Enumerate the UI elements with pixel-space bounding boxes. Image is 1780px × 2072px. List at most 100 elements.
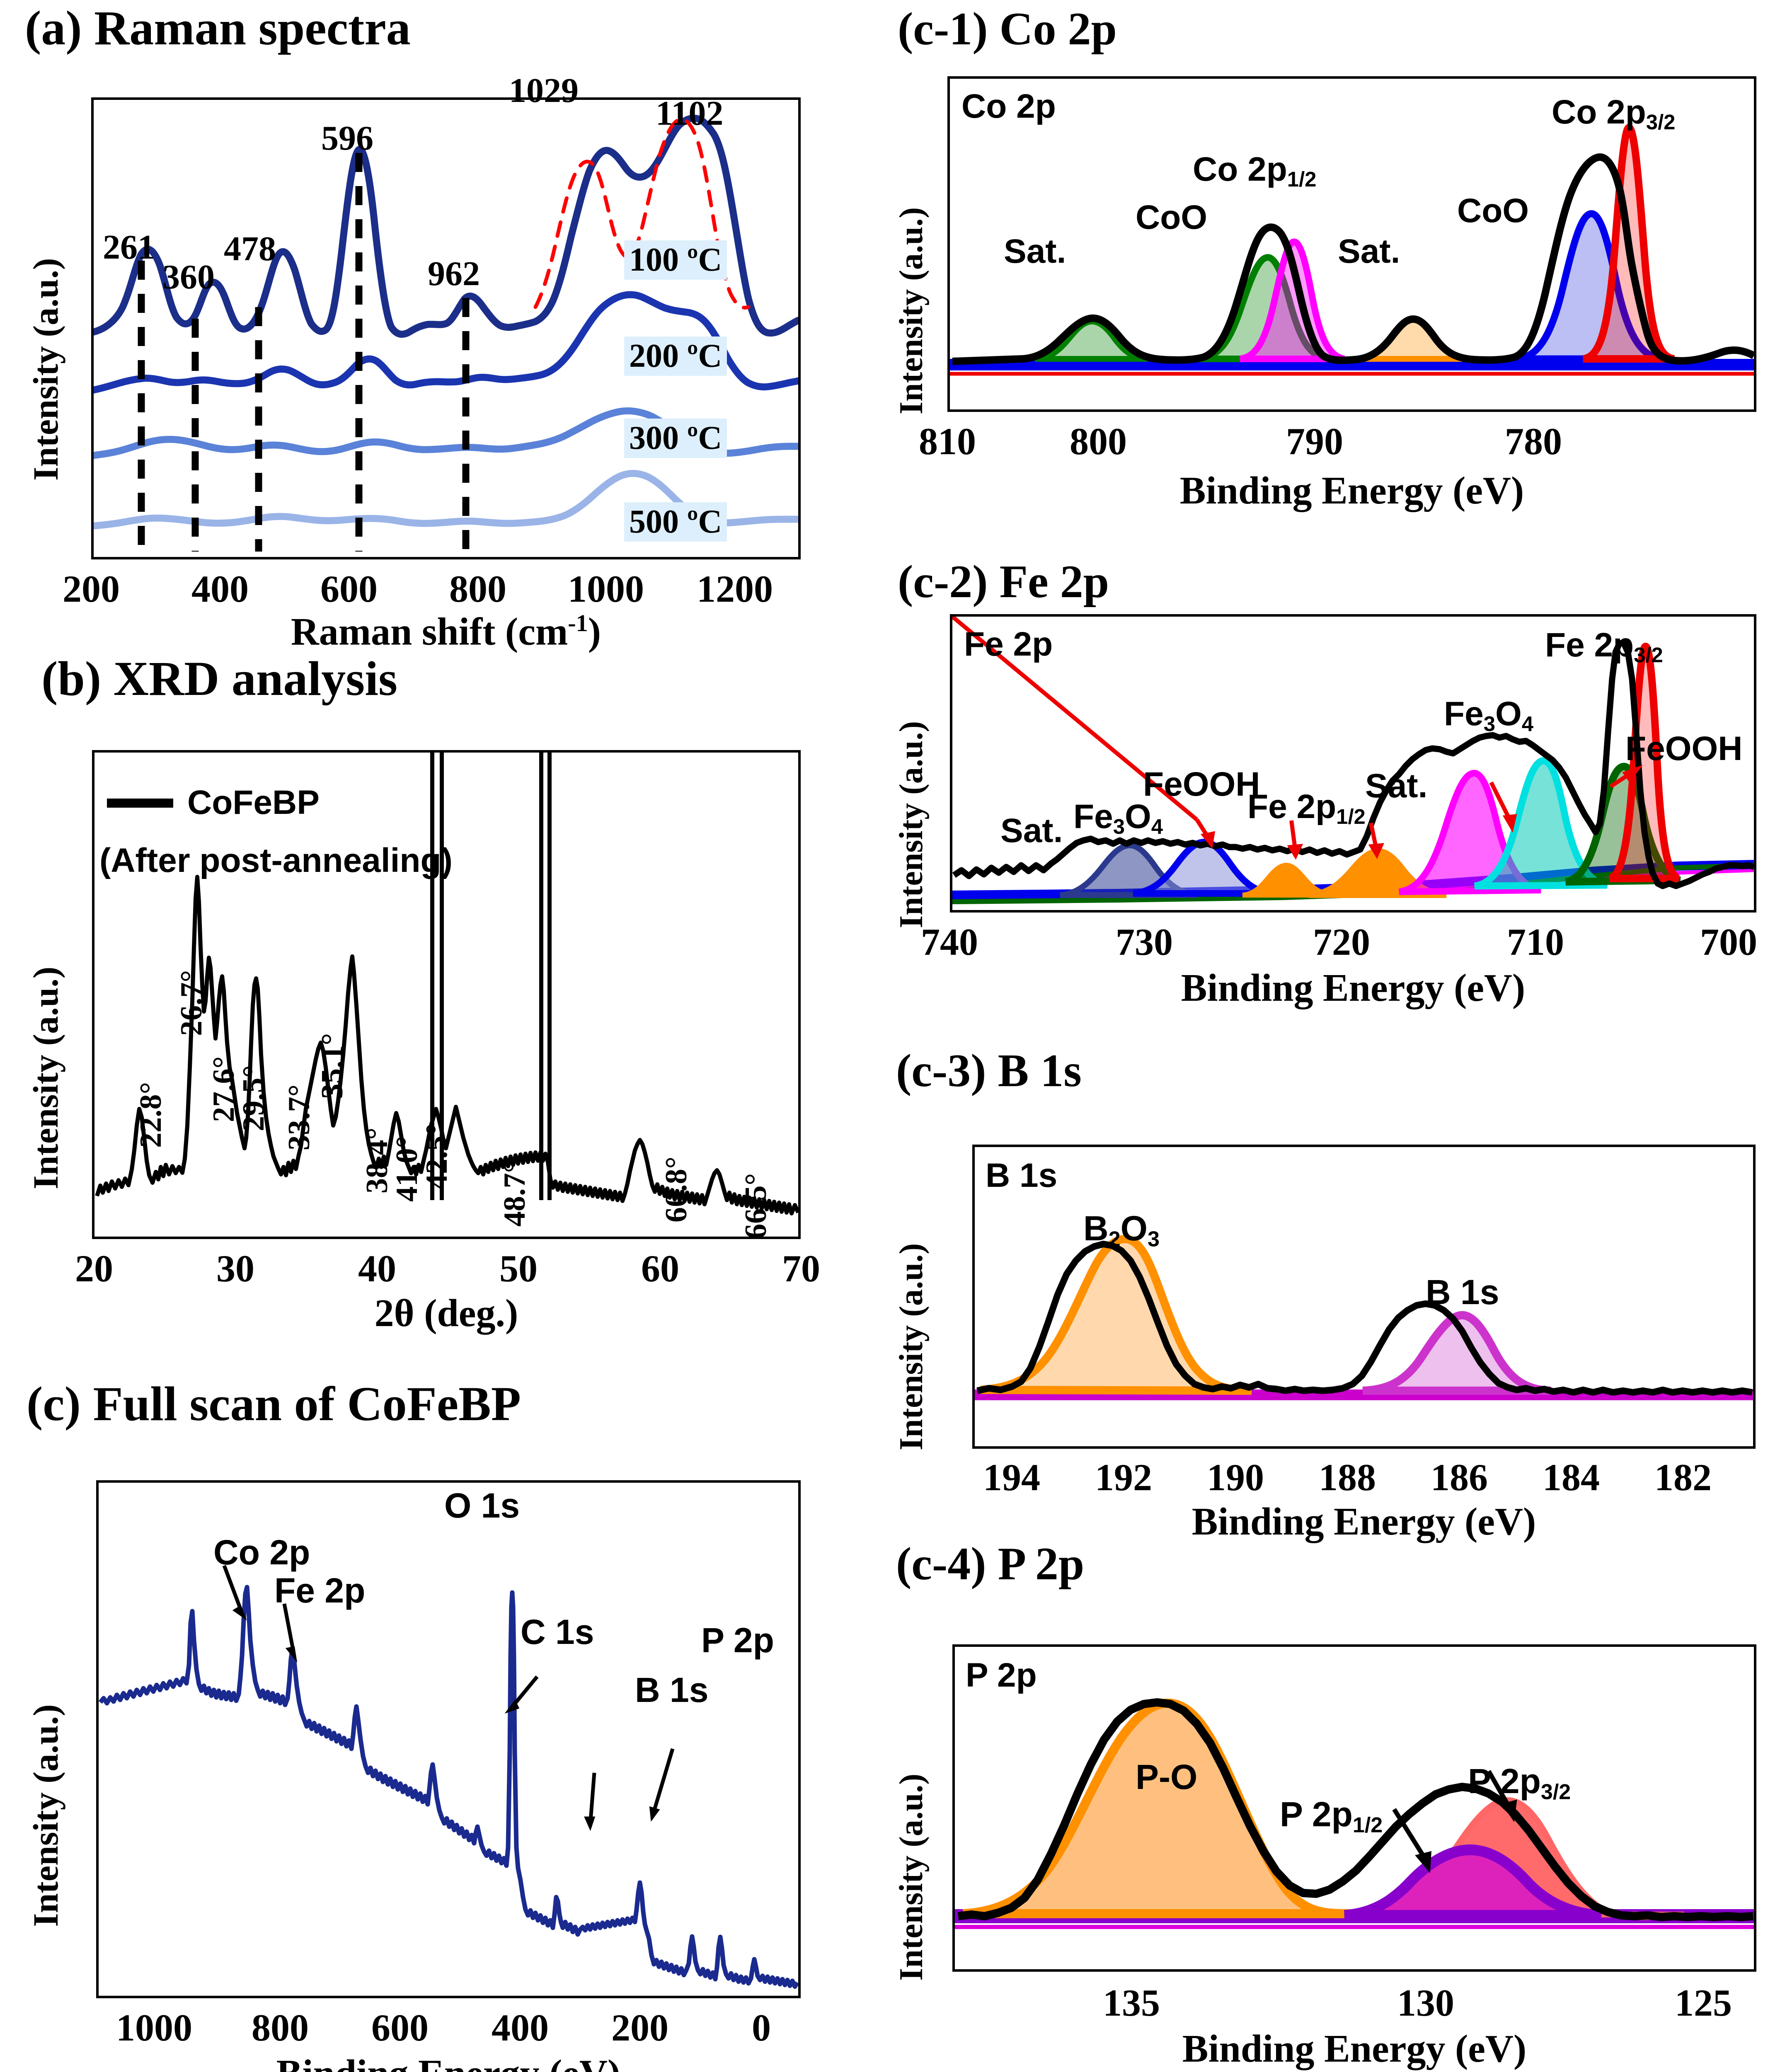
panel-b-xtick-40: 40 <box>358 1247 396 1290</box>
panel-c3-xtick-194: 194 <box>983 1456 1040 1498</box>
xrd-peak-label-60-8: 60.8° <box>659 1156 693 1222</box>
c2-envelope <box>952 640 1754 889</box>
c2-peak-feooh-right <box>1565 762 1681 886</box>
survey-label-p2p: P 2p <box>701 1621 774 1660</box>
panel-c-xtick-600: 600 <box>371 2007 429 2049</box>
panel-c-xtick-1000: 1000 <box>116 2007 192 2049</box>
panel-c3-xtick-188: 188 <box>1319 1456 1376 1498</box>
c4-peak-label-p2p12: P 2p1/2 <box>1280 1795 1383 1837</box>
xrd-peak-label-29-5: 29.5° <box>237 1065 271 1131</box>
c4-peak-label-p2p32: P 2p3/2 <box>1468 1762 1571 1804</box>
panel-c2-title: (c-2) Fe 2p <box>898 556 1109 608</box>
panel-c1-xtick-780: 780 <box>1505 420 1562 462</box>
xrd-peak-label-33-7: 33.7° <box>282 1084 316 1150</box>
survey-label-o1s: O 1s <box>444 1486 520 1525</box>
survey-arrows <box>222 1565 675 1831</box>
panel-c-xtick-400: 400 <box>492 2007 549 2049</box>
panel-c-svg <box>99 1565 798 1989</box>
raman-peak-label-360: 360 <box>162 258 215 296</box>
c1-peak-label-coo-right: CoO <box>1457 192 1529 230</box>
survey-label-b1s: B 1s <box>635 1670 709 1709</box>
c1-peak-label-sat-left: Sat. <box>1004 232 1066 270</box>
xrd-trace <box>95 875 798 1215</box>
c1-peak-label-sat-right: Sat. <box>1338 232 1400 270</box>
panel-c3-title: (c-3) B 1s <box>896 1045 1082 1097</box>
panel-c-xlabel: Binding Energy (eV) <box>96 2051 801 2072</box>
panel-c2-svg <box>952 617 1754 904</box>
raman-peak-label-962: 962 <box>428 254 480 293</box>
c1-peak-coo-2p12 <box>1198 254 1328 362</box>
panel-c1-co2p: (c-1) Co 2p Intensity (a.u.) Co 2p Sat. … <box>879 0 1780 551</box>
raman-fit-dashed <box>533 117 751 310</box>
raman-peak-label-478: 478 <box>224 230 276 268</box>
panel-c4-xtick-135: 135 <box>1103 1982 1160 2024</box>
c2-peak-label-sat-right: Sat. <box>1365 767 1428 805</box>
c1-peak-label-co2p12: Co 2p1/2 <box>1193 150 1317 191</box>
panel-c1-xtick-800: 800 <box>1070 420 1127 462</box>
raman-trace-label-500C: 500 ºC <box>624 502 727 542</box>
c4-peak-p2p12 <box>1344 1844 1602 1921</box>
panel-c2-xtick-700: 700 <box>1700 921 1757 963</box>
c1-envelope <box>952 153 1754 365</box>
panel-c1-svg <box>950 124 1754 376</box>
panel-c1-plot-box <box>947 76 1756 412</box>
c1-peak-coo-2p32 <box>1517 210 1663 363</box>
c2-peak-label-fe2p12: Fe 2p1/2 <box>1247 788 1366 829</box>
xrd-peak-label-22-8: 22.8° <box>134 1082 168 1148</box>
panel-c3-xtick-190: 190 <box>1207 1456 1264 1498</box>
c3-envelope <box>976 1241 1753 1396</box>
c1-peak-co2p12 <box>1239 238 1345 362</box>
c3-peak-b1s <box>1362 1311 1551 1395</box>
raman-peak-label-1102: 1102 <box>656 94 724 133</box>
c3-inbox-label: B 1s <box>986 1157 1058 1194</box>
panel-c-xtick-200: 200 <box>611 2007 668 2049</box>
panel-c4-xtick-130: 130 <box>1397 1982 1454 2024</box>
panel-c3-xtick-184: 184 <box>1543 1456 1600 1498</box>
panel-c4-p2p: (c-4) P 2p Intensity (a.u.) P 2p P-O P 2… <box>879 1533 1780 2072</box>
panel-c4-plot-box <box>952 1644 1756 1972</box>
panel-b-xtick-20: 20 <box>75 1247 113 1290</box>
raman-guide-lines <box>138 153 470 552</box>
xrd-peak-label-26-7: 26.7° <box>174 970 208 1036</box>
panel-c2-plot-box <box>950 614 1756 913</box>
xrd-peak-label-48-7: 48.7° <box>498 1160 532 1227</box>
c2-peak-label-feooh-right: FeOOH <box>1625 730 1743 767</box>
xrd-legend-label-line1: CoFeBP <box>187 784 320 821</box>
panel-c-xtick-800: 800 <box>252 2007 309 2049</box>
panel-a-xtick-1200: 1200 <box>697 568 773 610</box>
panel-c4-xlabel: Binding Energy (eV) <box>1182 2027 1527 2070</box>
panel-c3-xtick-192: 192 <box>1095 1456 1152 1498</box>
c2-peak-label-sat-left: Sat. <box>1000 812 1063 850</box>
panel-c3-b1s: (c-3) B 1s Intensity (a.u.) B 1s B2O3 B … <box>879 1036 1780 1543</box>
panel-a-svg <box>94 114 798 552</box>
panel-c4-svg <box>955 1698 1754 1929</box>
c4-envelope <box>957 1698 1753 1921</box>
survey-trace <box>99 1585 798 1989</box>
panel-a-xtick-800: 800 <box>449 568 506 610</box>
panel-c3-ylabel: Intensity (a.u.) <box>893 1243 930 1450</box>
c1-peak-label-coo-left: CoO <box>1136 198 1208 236</box>
c2-inbox-label: Fe 2p <box>964 625 1053 663</box>
raman-peak-label-261: 261 <box>103 228 155 266</box>
c2-peak-label-fe3o4-right: Fe3O4 <box>1444 695 1534 736</box>
panel-a-xlabel: Raman shift (cm-1) <box>291 610 601 654</box>
c4-arrows <box>1392 1770 1517 1873</box>
raman-peak-label-1029: 1029 <box>509 71 579 110</box>
panel-c2-xtick-730: 730 <box>1116 921 1173 963</box>
panel-b-xtick-30: 30 <box>216 1247 254 1290</box>
c2-peak-fe3o4-right <box>1474 757 1608 890</box>
panel-c1-xlabel: Binding Energy (eV) <box>1179 469 1524 512</box>
panel-c1-xtick-790: 790 <box>1286 420 1343 462</box>
panel-c-xtick-0: 0 <box>752 2007 771 2049</box>
survey-label-fe2p: Fe 2p <box>274 1571 366 1610</box>
c1-inbox-label: Co 2p <box>961 87 1056 125</box>
c2-peak-label-fe3o4-left: Fe3O4 <box>1073 798 1163 839</box>
panel-a-ylabel: Intensity (a.u.) <box>26 258 65 481</box>
panel-a-xtick-200: 200 <box>63 568 120 610</box>
c4-inbox-label: P 2p <box>966 1656 1037 1694</box>
panel-c-title: (c) Full scan of CoFeBP <box>27 1377 521 1431</box>
c2-peak-feooh-left <box>1242 862 1333 898</box>
panel-a-xtick-600: 600 <box>320 568 378 610</box>
panel-a-xtick-400: 400 <box>191 568 249 610</box>
panel-b-ylabel: Intensity (a.u.) <box>26 966 65 1189</box>
